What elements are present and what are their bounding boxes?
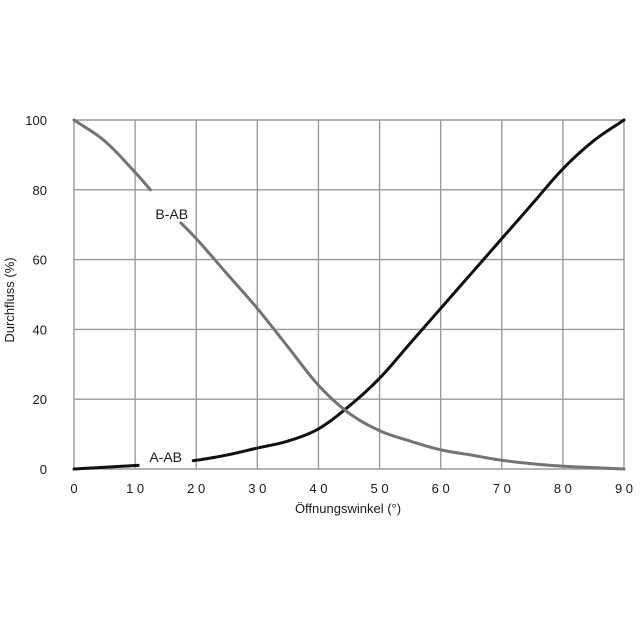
x-tick-label: 1 0 [126, 481, 144, 496]
x-tick-label: 6 0 [432, 481, 450, 496]
y-tick-label: 20 [33, 392, 47, 407]
series-labels: A-AB B-AB [149, 206, 188, 465]
y-tick-label: 100 [25, 113, 47, 128]
y-axis-ticks: 0 20 40 60 80 100 [25, 113, 47, 477]
y-tick-label: 80 [33, 183, 47, 198]
series-label-a-ab: A-AB [149, 449, 182, 465]
series-layer [72, 118, 626, 471]
x-tick-label: 7 0 [493, 481, 511, 496]
y-tick-label: 60 [33, 253, 47, 268]
grid [73, 119, 625, 470]
series-line-b-ab [72, 118, 626, 471]
x-tick-label: 2 0 [187, 481, 205, 496]
y-tick-label: 0 [40, 462, 47, 477]
x-tick-label: 8 0 [554, 481, 572, 496]
x-tick-label: 3 0 [248, 481, 266, 496]
x-tick-label: 4 0 [309, 481, 327, 496]
y-axis-title: Durchfluss (%) [2, 257, 17, 342]
series-label-b-ab: B-AB [155, 206, 188, 222]
series-line-a-ab [72, 118, 626, 471]
x-tick-label: 9 0 [615, 481, 633, 496]
x-axis-title: Öffnungswinkel (°) [295, 501, 401, 516]
x-tick-label: 5 0 [371, 481, 389, 496]
x-axis-ticks: 0 1 0 2 0 3 0 4 0 5 0 6 0 7 0 8 0 9 0 [70, 481, 633, 496]
y-tick-label: 40 [33, 322, 47, 337]
x-tick-label: 0 [70, 481, 77, 496]
